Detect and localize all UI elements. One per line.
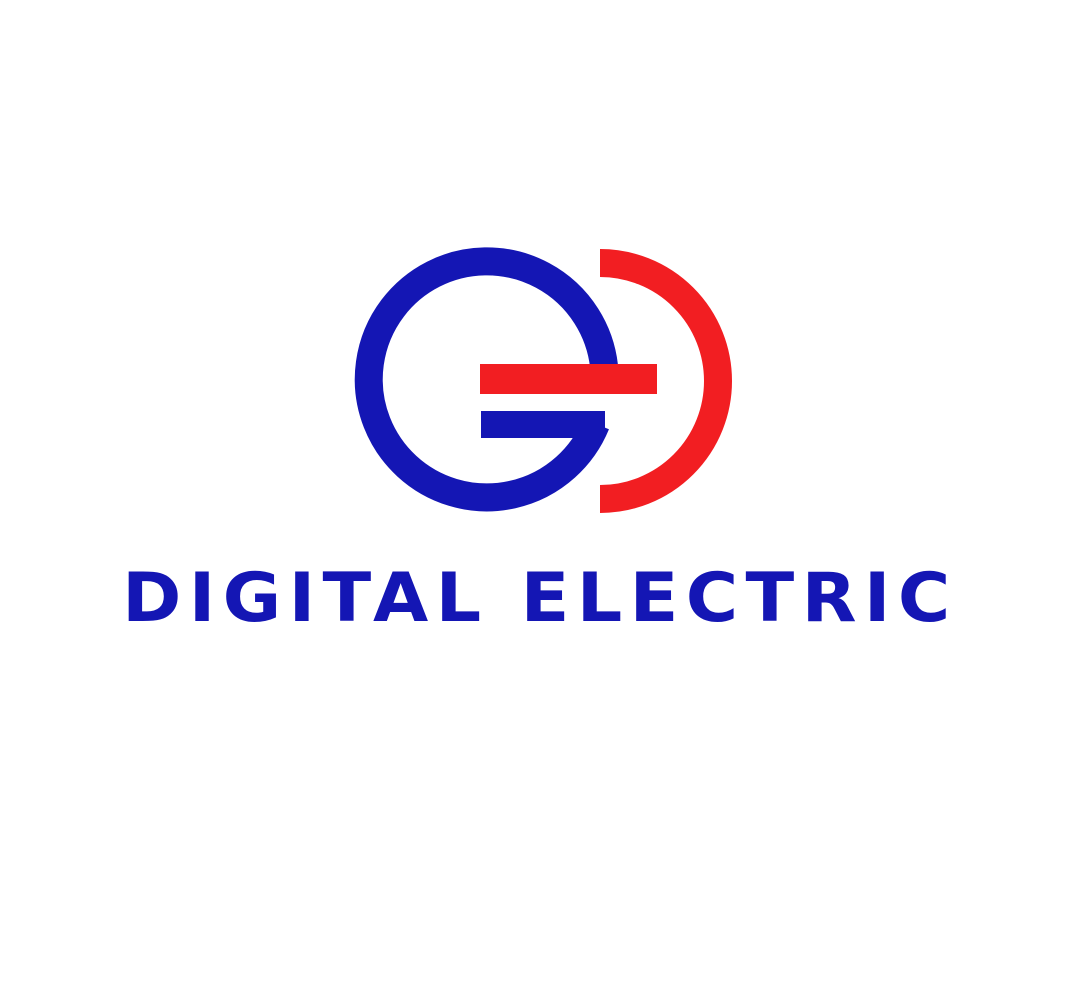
red-d-arc	[599, 249, 732, 513]
blue-g-bar	[481, 411, 605, 438]
red-e-bar	[480, 364, 657, 394]
brand-name-row: DIGITAL ELECTRIC	[0, 565, 1080, 633]
blue-g-ring	[354, 247, 618, 512]
brand-name: DIGITAL ELECTRIC	[122, 559, 958, 638]
